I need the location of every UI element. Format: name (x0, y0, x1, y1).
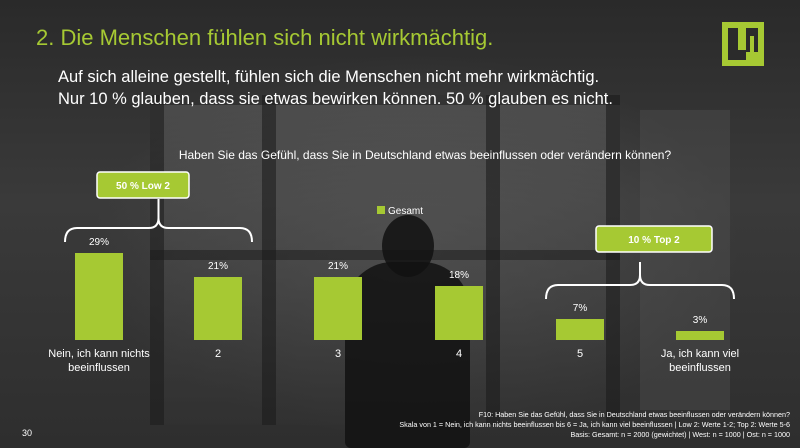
data-label: 21% (328, 261, 348, 272)
annotation-bracket (545, 262, 735, 300)
annotation-box (595, 225, 713, 253)
chart-bar (435, 286, 483, 340)
category-label: Ja, ich kann viel (661, 348, 739, 360)
category-label: beeinflussen (68, 362, 130, 374)
page-number: 30 (22, 428, 33, 438)
background-frame (262, 95, 276, 425)
category-label: 3 (335, 348, 341, 360)
subtitle-line: Nur 10 % glauben, dass sie etwas bewirke… (58, 90, 613, 108)
annotation-label: 10 % Top 2 (628, 235, 680, 246)
chart-bar (676, 331, 724, 340)
annotation-box (96, 171, 190, 199)
footnote-question: F10: Haben Sie das Gefühl, dass Sie in D… (478, 410, 790, 419)
annotation-bracket (64, 199, 253, 243)
data-label: 29% (89, 237, 109, 248)
category-label: 2 (215, 348, 221, 360)
slide-title: 2. Die Menschen fühlen sich nicht wirkmä… (36, 25, 494, 50)
data-label: 7% (573, 303, 588, 314)
data-label: 18% (449, 270, 469, 281)
subtitle-line: Auf sich alleine gestellt, fühlen sich d… (58, 68, 600, 86)
background-frame (606, 95, 620, 425)
data-label: 3% (693, 315, 708, 326)
footnotes: F10: Haben Sie das Gefühl, dass Sie in D… (399, 410, 790, 440)
chart-bar (556, 319, 604, 340)
background-frame (486, 95, 500, 425)
brand-logo-icon (722, 22, 764, 66)
category-label: beeinflussen (669, 362, 731, 374)
slide-subtitle: Auf sich alleine gestellt, fühlen sich d… (58, 66, 613, 110)
chart-bar (314, 277, 362, 340)
footnote-scale: Skala von 1 = Nein, ich kann nichts beei… (399, 420, 790, 429)
chart-bar (75, 253, 123, 340)
category-label: 5 (577, 348, 583, 360)
chart-bar (194, 277, 242, 340)
annotation-label: 50 % Low 2 (116, 181, 170, 192)
legend-label: Gesamt (388, 206, 423, 217)
data-label: 21% (208, 261, 228, 272)
background-window-right (640, 110, 730, 410)
footnote-basis: Basis: Gesamt: n = 2000 (gewichtet) | We… (570, 430, 790, 439)
category-label: 4 (456, 348, 462, 360)
legend-swatch (377, 206, 385, 214)
survey-question: Haben Sie das Gefühl, dass Sie in Deutsc… (178, 148, 672, 162)
background-frame (150, 95, 620, 105)
category-label: Nein, ich kann nichts (48, 348, 150, 360)
